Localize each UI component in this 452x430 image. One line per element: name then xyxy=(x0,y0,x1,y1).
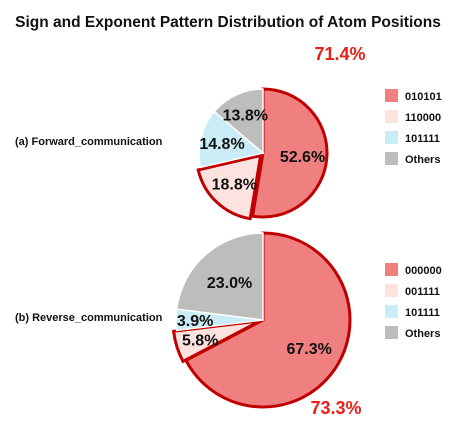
legend-swatch-000000 xyxy=(385,263,398,276)
slice-label-others: 23.0% xyxy=(207,275,252,292)
legend-label-101111: 101111 xyxy=(405,133,440,145)
slice-label-001111: 5.8% xyxy=(182,333,218,350)
chart-title: Sign and Exponent Pattern Distribution o… xyxy=(15,14,441,31)
legend-label-110000: 110000 xyxy=(405,112,441,124)
legend-forward: 010101 110000 101111 Others xyxy=(385,89,442,166)
legend-swatch-010101 xyxy=(385,89,398,102)
slice-label-110000: 18.8% xyxy=(212,177,257,194)
legend-label-others: Others xyxy=(405,154,440,166)
callout-reverse: 73.3% xyxy=(310,398,361,418)
pie-slice-110000 xyxy=(196,153,263,221)
legend-swatch-110000 xyxy=(385,110,398,123)
slice-label-000000: 67.3% xyxy=(287,341,332,358)
pie-forward-communication: 52.6% 18.8% 14.8% 13.8% xyxy=(196,87,329,221)
callout-forward: 71.4% xyxy=(314,44,365,64)
pie-slice-000000 xyxy=(183,231,352,409)
subplot-label-forward: (a) Forward_communication xyxy=(15,136,163,148)
slice-label-101111: 3.9% xyxy=(177,313,213,330)
pie-slice-001111 xyxy=(171,319,261,364)
subplot-label-reverse: (b) Reverse_communication xyxy=(15,312,163,324)
legend-swatch-101111 xyxy=(385,131,398,144)
legend-label-others: Others xyxy=(405,328,440,340)
legend-swatch-001111 xyxy=(385,284,398,297)
slice-label-others: 13.8% xyxy=(223,108,268,125)
slice-label-101111: 14.8% xyxy=(199,136,244,153)
legend-label-001111: 001111 xyxy=(405,286,440,298)
legend-swatch-others xyxy=(385,326,398,339)
legend-reverse: 000000 001111 101111 Others xyxy=(385,263,442,340)
slice-label-010101: 52.6% xyxy=(280,149,325,166)
pie-slice-101111 xyxy=(198,110,265,169)
pie-slice-others xyxy=(175,232,264,321)
legend-label-101111: 101111 xyxy=(405,307,440,319)
legend-swatch-others xyxy=(385,152,398,165)
pie-slice-010101 xyxy=(250,87,329,219)
legend-label-010101: 010101 xyxy=(405,91,442,103)
legend-swatch-101111 xyxy=(385,305,398,318)
legend-label-000000: 000000 xyxy=(405,265,442,277)
pie-slice-others xyxy=(213,88,264,155)
pie-reverse-communication: 67.3% 5.8% 3.9% 23.0% xyxy=(171,231,352,409)
